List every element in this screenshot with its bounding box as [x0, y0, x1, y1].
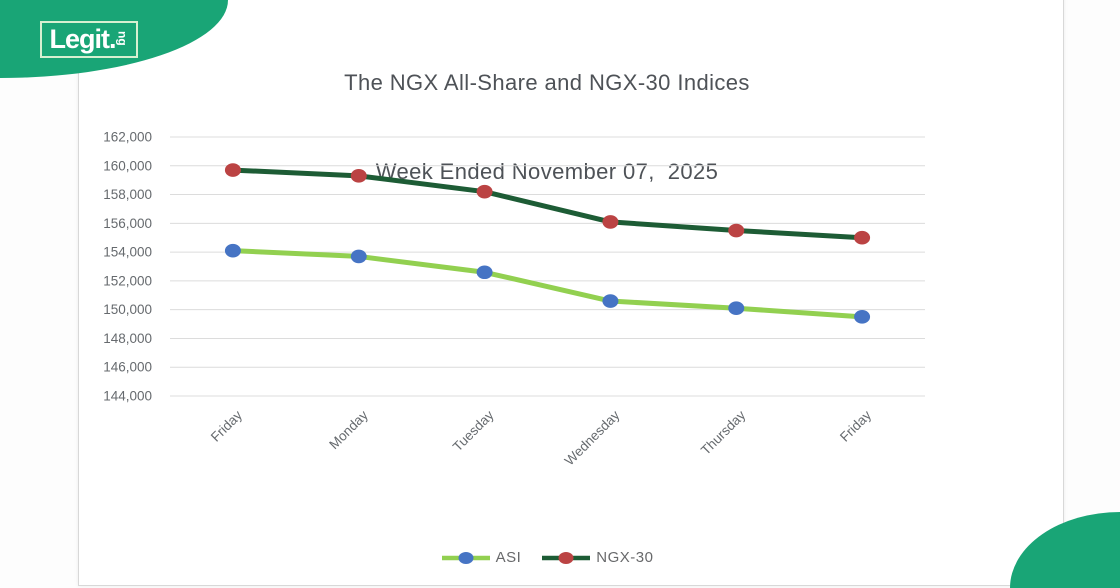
x-axis-label: Thursday	[698, 407, 749, 458]
logo-text: Legit.	[49, 24, 117, 54]
legend-label: ASI	[495, 549, 522, 566]
legend-swatch-ASI	[441, 551, 490, 564]
x-axis-label: Tuesday	[450, 407, 497, 454]
y-tick-label: 154,000	[103, 245, 152, 260]
data-point-ASI	[476, 265, 493, 280]
y-tick-label: 156,000	[103, 216, 152, 231]
legend-swatch-NGX-30	[542, 551, 591, 564]
y-tick-label: 152,000	[103, 273, 152, 288]
data-point-NGX-30	[224, 163, 241, 177]
data-point-NGX-30	[728, 223, 745, 238]
x-axis-label: Wednesday	[562, 407, 623, 468]
data-point-NGX-30	[350, 169, 367, 183]
series-line-ASI	[230, 248, 865, 320]
data-point-NGX-30	[602, 215, 619, 229]
data-point-ASI	[728, 301, 745, 316]
legend-label: NGX-30	[596, 549, 654, 566]
data-point-ASI	[350, 249, 367, 264]
legend-marker	[458, 551, 474, 564]
x-axis-label: Monday	[326, 407, 371, 452]
logo-suffix-text: ng	[115, 31, 130, 46]
data-point-NGX-30	[854, 230, 871, 245]
series-line-NGX-30	[230, 167, 865, 241]
y-tick-label: 160,000	[103, 158, 152, 173]
x-axis-label: Friday	[208, 407, 245, 444]
y-tick-label: 150,000	[103, 302, 152, 317]
data-point-NGX-30	[476, 184, 493, 199]
legend-marker	[558, 551, 574, 564]
chart-legend: ASI NGX-30	[77, 549, 1017, 566]
legit-ng-logo: Legit. ng	[40, 21, 138, 58]
legend-item-NGX-30: NGX-30	[541, 549, 653, 566]
y-tick-label: 158,000	[103, 187, 152, 202]
data-point-ASI	[602, 294, 619, 308]
data-point-ASI	[854, 310, 871, 324]
y-tick-label: 162,000	[103, 130, 152, 145]
y-tick-label: 146,000	[103, 360, 152, 375]
chart-title-line1: The NGX All-Share and NGX-30 Indices	[344, 70, 750, 95]
y-tick-label: 144,000	[103, 389, 152, 404]
data-point-ASI	[224, 243, 241, 258]
y-tick-label: 148,000	[103, 331, 152, 346]
legend-item-ASI: ASI	[441, 549, 522, 566]
x-axis-label: Friday	[837, 407, 874, 444]
